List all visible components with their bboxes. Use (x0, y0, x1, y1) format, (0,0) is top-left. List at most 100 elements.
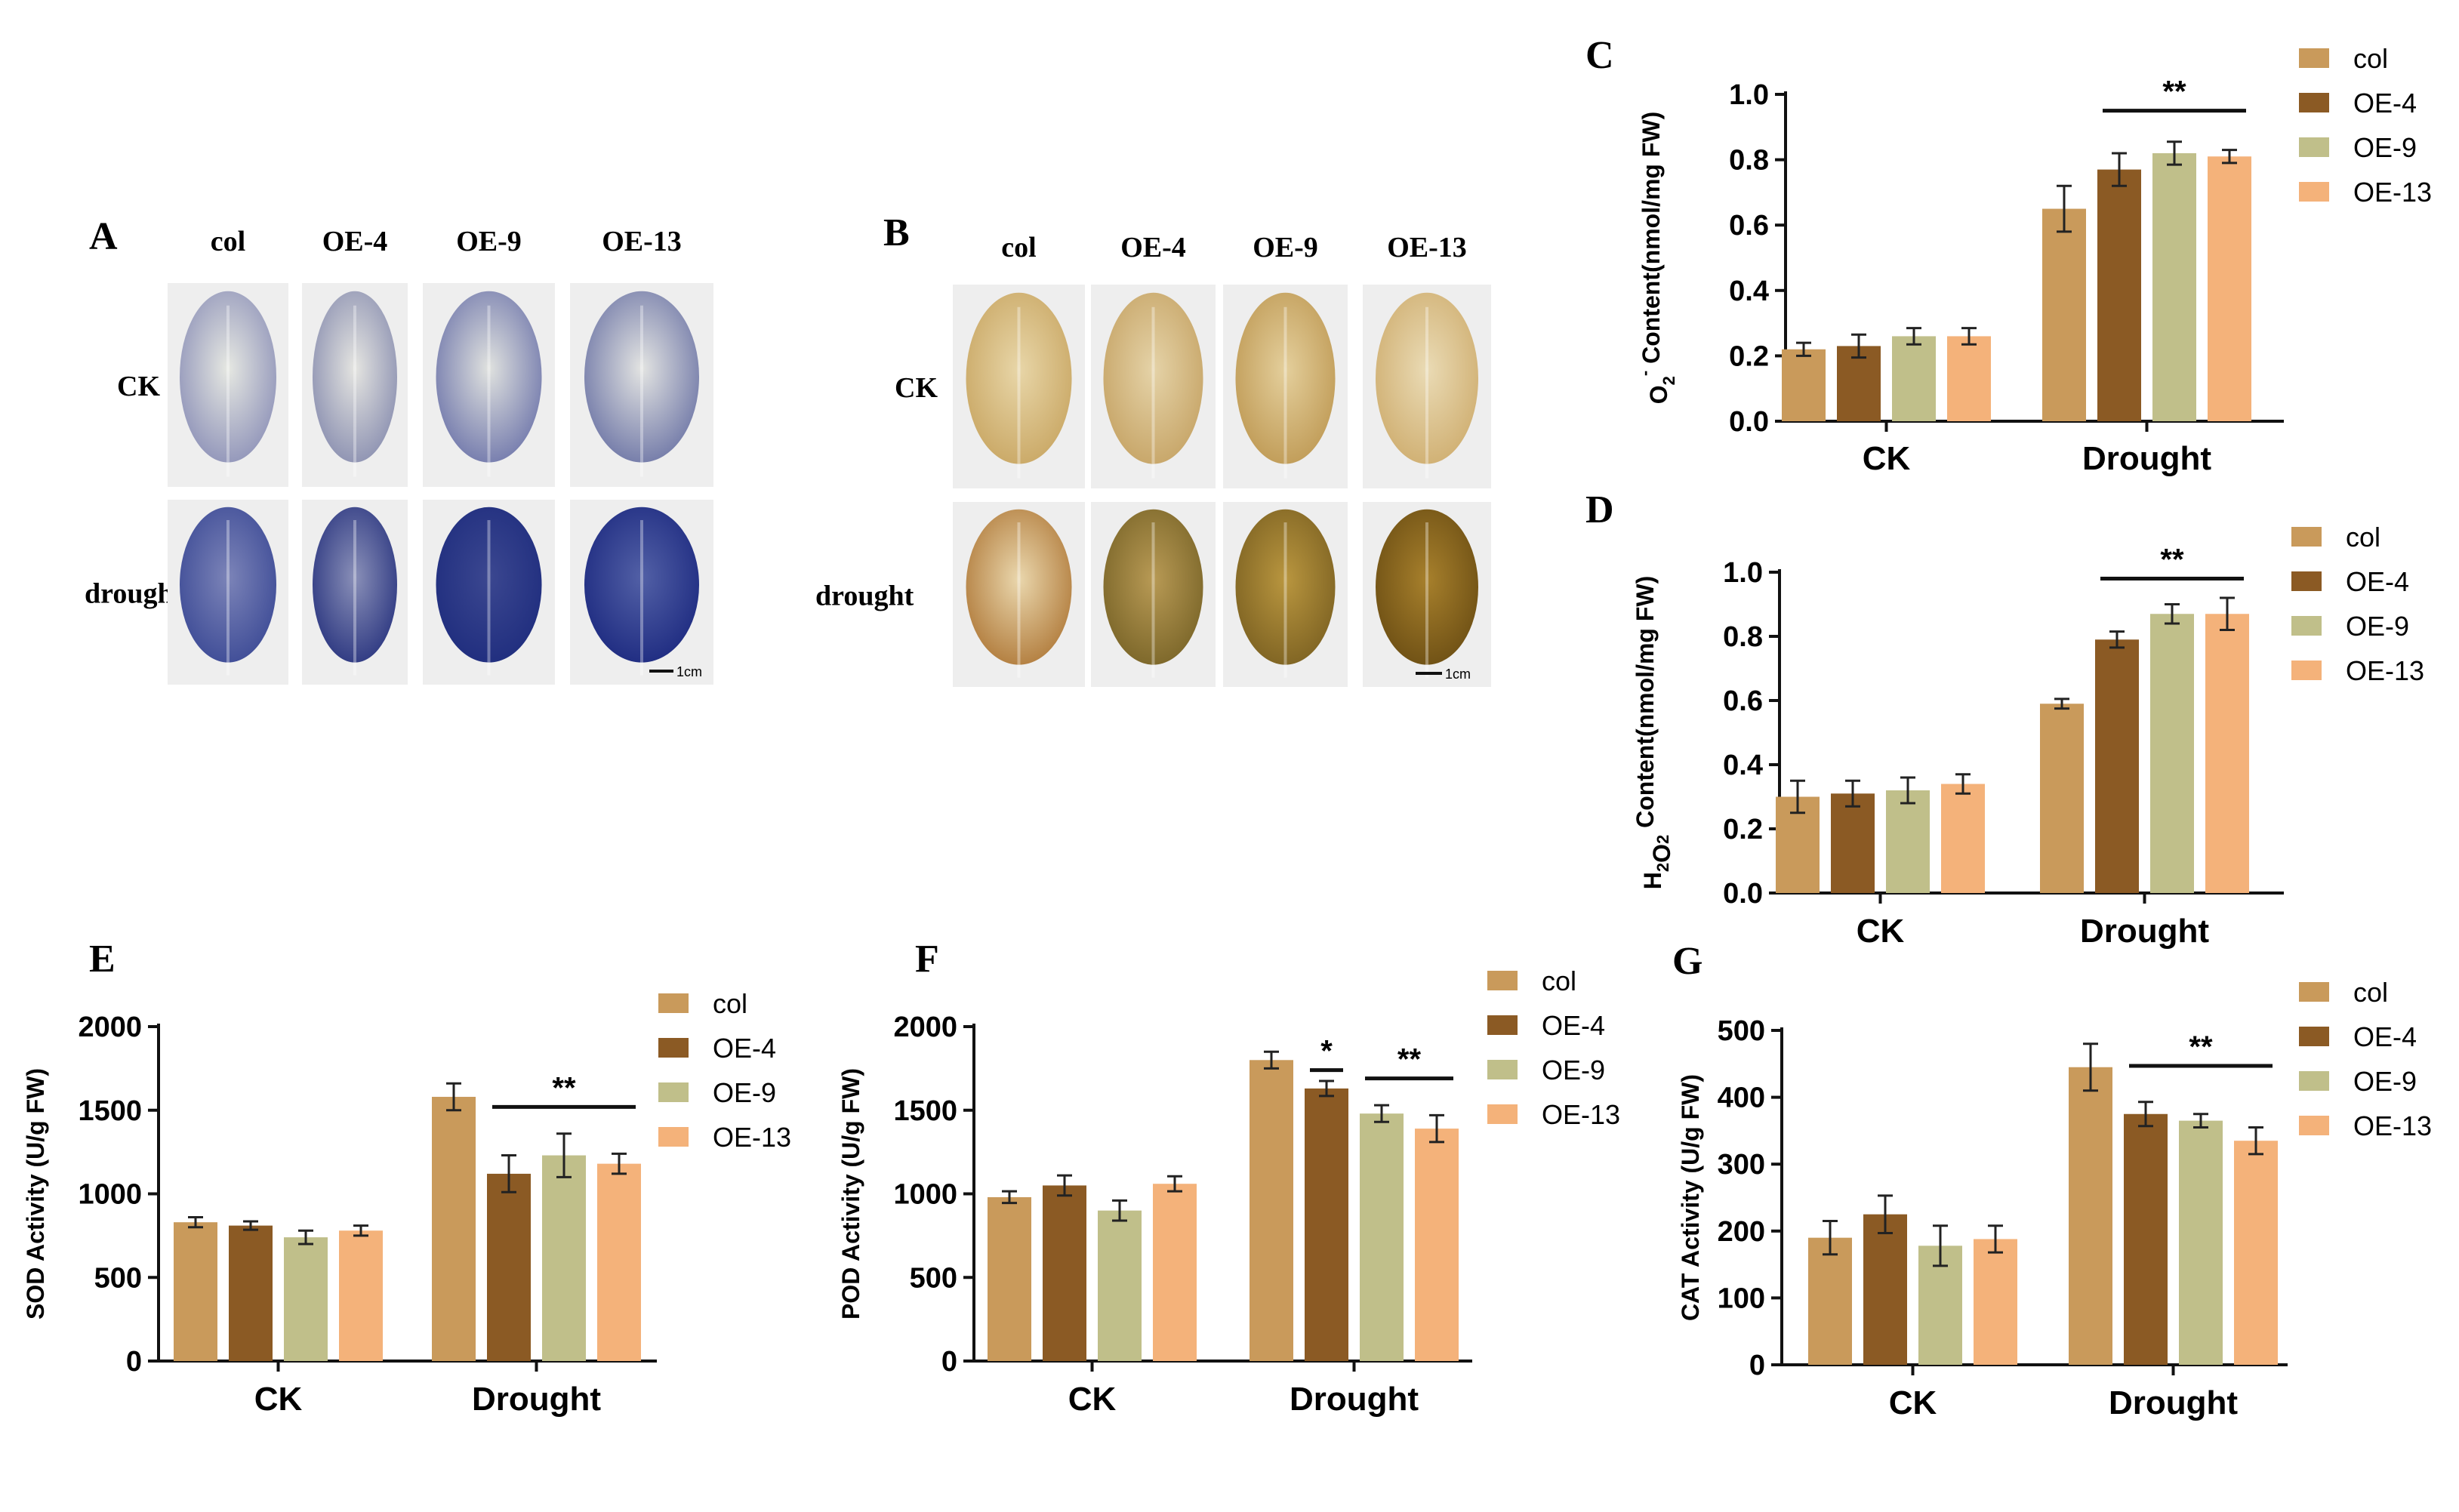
panel-letter: E (89, 938, 116, 981)
legend-swatch-OE-13 (1487, 1104, 1518, 1124)
leaf-shape (966, 292, 1072, 464)
leaf-shape (966, 509, 1072, 665)
legend-label: OE-13 (713, 1122, 791, 1153)
y-axis-label: POD Activity (U/g FW) (837, 1068, 864, 1320)
panel-letter: C (1585, 34, 1614, 77)
y-tick-label: 0.2 (1723, 814, 1763, 845)
y-axis-label-part: - (1635, 371, 1654, 376)
bar-OE-9-Drought (542, 1155, 586, 1361)
bar-OE-4-Drought (2095, 639, 2139, 893)
photo-row-label: drought (85, 578, 183, 610)
bar-col-Drought (1250, 1060, 1293, 1361)
x-category-label: Drought (1290, 1381, 1419, 1418)
y-axis-label-part: Content(nmol/mg FW) (1638, 112, 1665, 371)
y-axis-label: H2O2 Content(nmol/mg FW) (1632, 576, 1675, 890)
photo-column-label: OE-13 (1387, 232, 1467, 263)
bar-OE-13-CK (1941, 784, 1985, 893)
y-tick-label: 0 (941, 1346, 957, 1378)
x-category-label: Drought (2080, 913, 2209, 950)
bar-OE-13-CK (1947, 336, 1991, 421)
legend-swatch-col (1487, 971, 1518, 990)
legend-swatch-OE-9 (2299, 1071, 2329, 1091)
panel-letter: G (1672, 940, 1703, 983)
legend-swatch-OE-9 (2291, 616, 2322, 636)
significance-label: ** (2162, 75, 2186, 109)
bar-col-Drought (2042, 208, 2086, 421)
leaf-shape (1235, 509, 1336, 665)
legend-swatch-OE-4 (2299, 93, 2329, 112)
leaf-shape (180, 507, 276, 663)
leaf-shape (436, 291, 542, 463)
legend-swatch-OE-13 (2291, 661, 2322, 680)
x-category-label: CK (254, 1381, 303, 1418)
scale-bar-label: 1cm (676, 664, 702, 679)
y-tick-label: 400 (1718, 1082, 1765, 1114)
bar-OE-4-CK (1831, 793, 1875, 893)
y-tick-label: 1000 (78, 1179, 142, 1211)
y-axis-label-part: 2 (1653, 863, 1672, 872)
legend-label: OE-4 (2353, 1021, 2417, 1052)
bar-OE-9-Drought (1360, 1113, 1404, 1361)
bar-col-CK (1782, 349, 1826, 421)
y-tick-label: 0.4 (1723, 750, 1763, 781)
legend-label: OE-4 (2353, 88, 2417, 119)
bar-OE-13-CK (339, 1230, 383, 1361)
bar-OE-13-CK (1153, 1184, 1197, 1361)
bar-OE-4-CK (229, 1225, 273, 1361)
bar-OE-13-Drought (2234, 1141, 2278, 1365)
legend-label: OE-13 (2353, 1110, 2432, 1141)
y-axis-label-part: H (1639, 872, 1666, 889)
leaf-shape (1103, 292, 1203, 464)
bar-col-Drought (432, 1097, 476, 1361)
significance-label: ** (2160, 544, 2184, 577)
legend-swatch-OE-4 (1487, 1015, 1518, 1035)
legend-label: OE-9 (2353, 1066, 2417, 1097)
photo-row-label: CK (895, 372, 938, 404)
y-tick-label: 2000 (78, 1012, 142, 1043)
y-tick-label: 1.0 (1729, 79, 1769, 111)
bar-OE-9-CK (1098, 1210, 1142, 1361)
photo-row-label: CK (117, 371, 160, 402)
y-tick-label: 0 (126, 1346, 142, 1378)
leaf-shape (436, 507, 542, 663)
bar-OE-13-Drought (2208, 156, 2251, 421)
legend-swatch-OE-13 (658, 1127, 689, 1147)
legend-swatch-col (658, 993, 689, 1013)
legend-swatch-OE-9 (1487, 1060, 1518, 1079)
y-tick-label: 0.6 (1729, 210, 1769, 242)
photo-column-label: OE-13 (602, 226, 682, 257)
legend-label: OE-13 (2346, 655, 2424, 686)
bar-charts: C0.00.20.40.60.81.0O2- Content(nmol/mg F… (22, 34, 2432, 1421)
leaf-shape (1376, 509, 1478, 665)
bar-col-CK (174, 1222, 217, 1361)
significance-label: ** (1397, 1043, 1422, 1076)
legend-swatch-OE-13 (2299, 182, 2329, 202)
bar-col-CK (1808, 1237, 1852, 1365)
legend-swatch-col (2299, 982, 2329, 1002)
y-axis-label-part: Content(nmol/mg FW) (1632, 576, 1659, 835)
y-tick-label: 0.2 (1729, 340, 1769, 372)
y-tick-label: 500 (910, 1262, 957, 1294)
x-category-label: Drought (472, 1381, 601, 1418)
y-tick-label: 300 (1718, 1149, 1765, 1181)
bar-OE-9-CK (1892, 336, 1936, 421)
leaf-shape (584, 507, 699, 663)
legend-label: OE-4 (1542, 1010, 1605, 1041)
y-axis-label: SOD Activity (U/g FW) (22, 1068, 49, 1320)
bar-OE-4-CK (1863, 1214, 1907, 1365)
x-category-label: Drought (2109, 1384, 2238, 1421)
legend-swatch-OE-4 (658, 1038, 689, 1058)
legend-swatch-OE-4 (2299, 1027, 2329, 1046)
photo-column-label: OE-9 (456, 226, 522, 257)
significance-label: ** (552, 1071, 576, 1104)
bar-OE-13-Drought (1415, 1129, 1459, 1361)
legend-label: col (2346, 522, 2380, 553)
photo-row-label: drought (815, 580, 914, 612)
bar-OE-4-Drought (2097, 169, 2141, 421)
legend-label: OE-4 (2346, 566, 2409, 597)
y-axis-label: CAT Activity (U/g FW) (1677, 1074, 1704, 1321)
leaf-shape (313, 291, 397, 463)
y-axis-label: O2- Content(nmol/mg FW) (1635, 112, 1678, 405)
y-tick-label: 0 (1749, 1350, 1765, 1381)
photo-column-label: OE-4 (1120, 232, 1186, 263)
